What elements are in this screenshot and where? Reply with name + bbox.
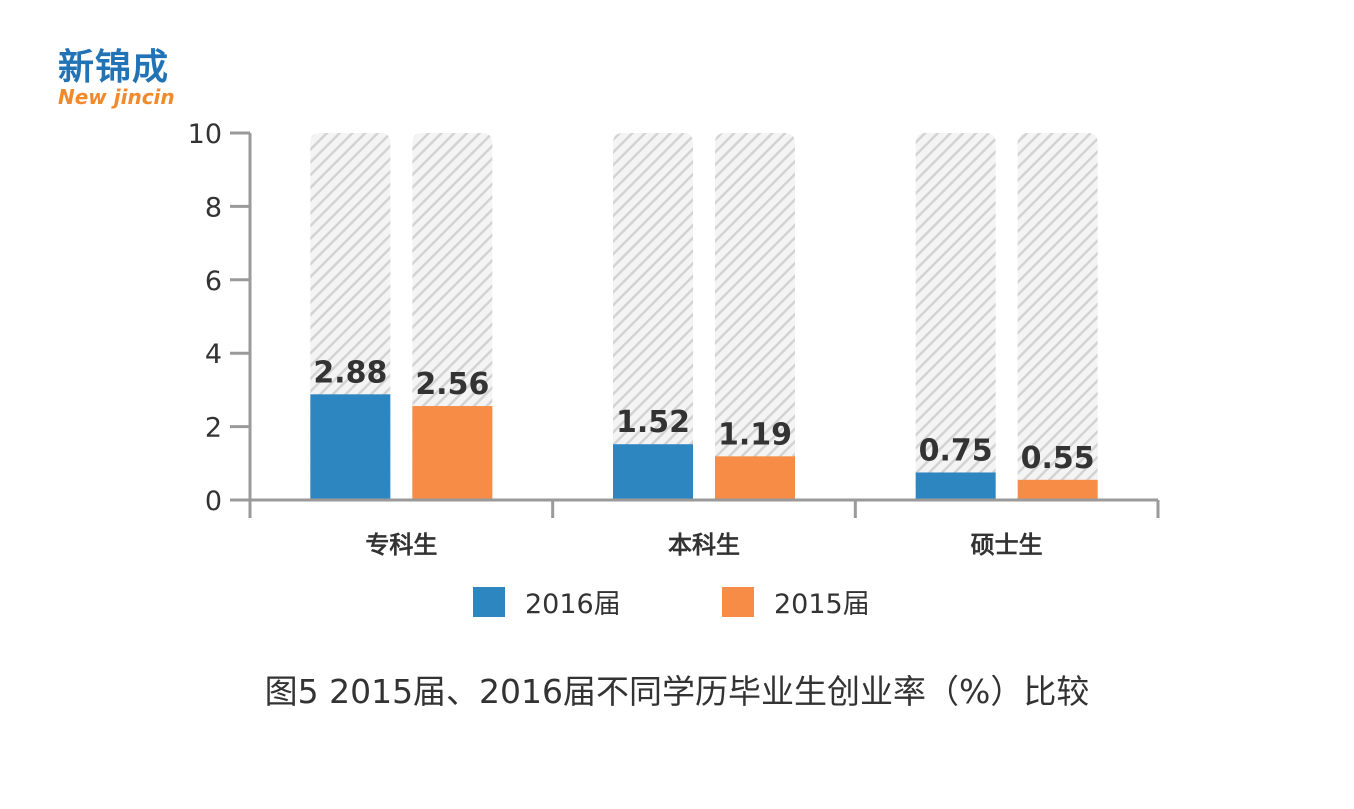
category-label-1: 本科生 (668, 531, 740, 559)
legend: 2016届 2015届 (473, 587, 870, 620)
y-tick-label-3: 6 (205, 266, 222, 297)
figure-caption: 图5 2015届、2016届不同学历毕业生创业率（%）比较 (264, 672, 1090, 711)
legend-swatch-1 (722, 587, 754, 617)
y-tick-label-2: 4 (205, 339, 222, 370)
logo-chinese: 新锦成 (58, 47, 170, 88)
bar-1-1 (715, 456, 795, 500)
value-label-2-1: 0.55 (1021, 441, 1095, 476)
value-label-1-1: 1.19 (718, 417, 792, 452)
data-bars (310, 394, 1098, 500)
background-bar-1-1 (715, 133, 795, 500)
bar-2-0 (915, 472, 996, 500)
bar-1-0 (613, 444, 693, 500)
value-label-0-0: 2.88 (313, 355, 387, 390)
y-tick-label-0: 0 (205, 486, 222, 517)
legend-label-1: 2015届 (774, 589, 870, 620)
y-tick-label-4: 8 (205, 192, 222, 223)
logo: 新锦成 New jincin (58, 47, 175, 109)
value-label-2-0: 0.75 (919, 433, 993, 468)
value-label-1-0: 1.52 (616, 405, 690, 440)
bar-2-1 (1017, 479, 1098, 500)
category-label-0: 专科生 (365, 531, 437, 559)
bar-0-0 (310, 394, 391, 500)
logo-english: New jincin (58, 85, 175, 109)
y-tick-label-5: 10 (188, 119, 222, 150)
background-bar-2-0 (915, 133, 996, 500)
value-label-0-1: 2.56 (415, 367, 489, 402)
background-bars (310, 133, 1098, 500)
category-label-2: 硕士生 (971, 531, 1043, 559)
value-labels: 2.88 2.56 1.52 1.19 0.75 0.55 (313, 355, 1094, 476)
axes: 专科生 本科生 硕士生 0 2 4 6 8 10 (188, 119, 1160, 559)
background-bar-2-1 (1017, 133, 1098, 500)
legend-swatch-0 (473, 587, 505, 617)
legend-label-0: 2016届 (525, 589, 621, 620)
bar-0-1 (412, 406, 493, 500)
y-tick-label-1: 2 (205, 413, 222, 444)
background-bar-1-0 (613, 133, 693, 500)
